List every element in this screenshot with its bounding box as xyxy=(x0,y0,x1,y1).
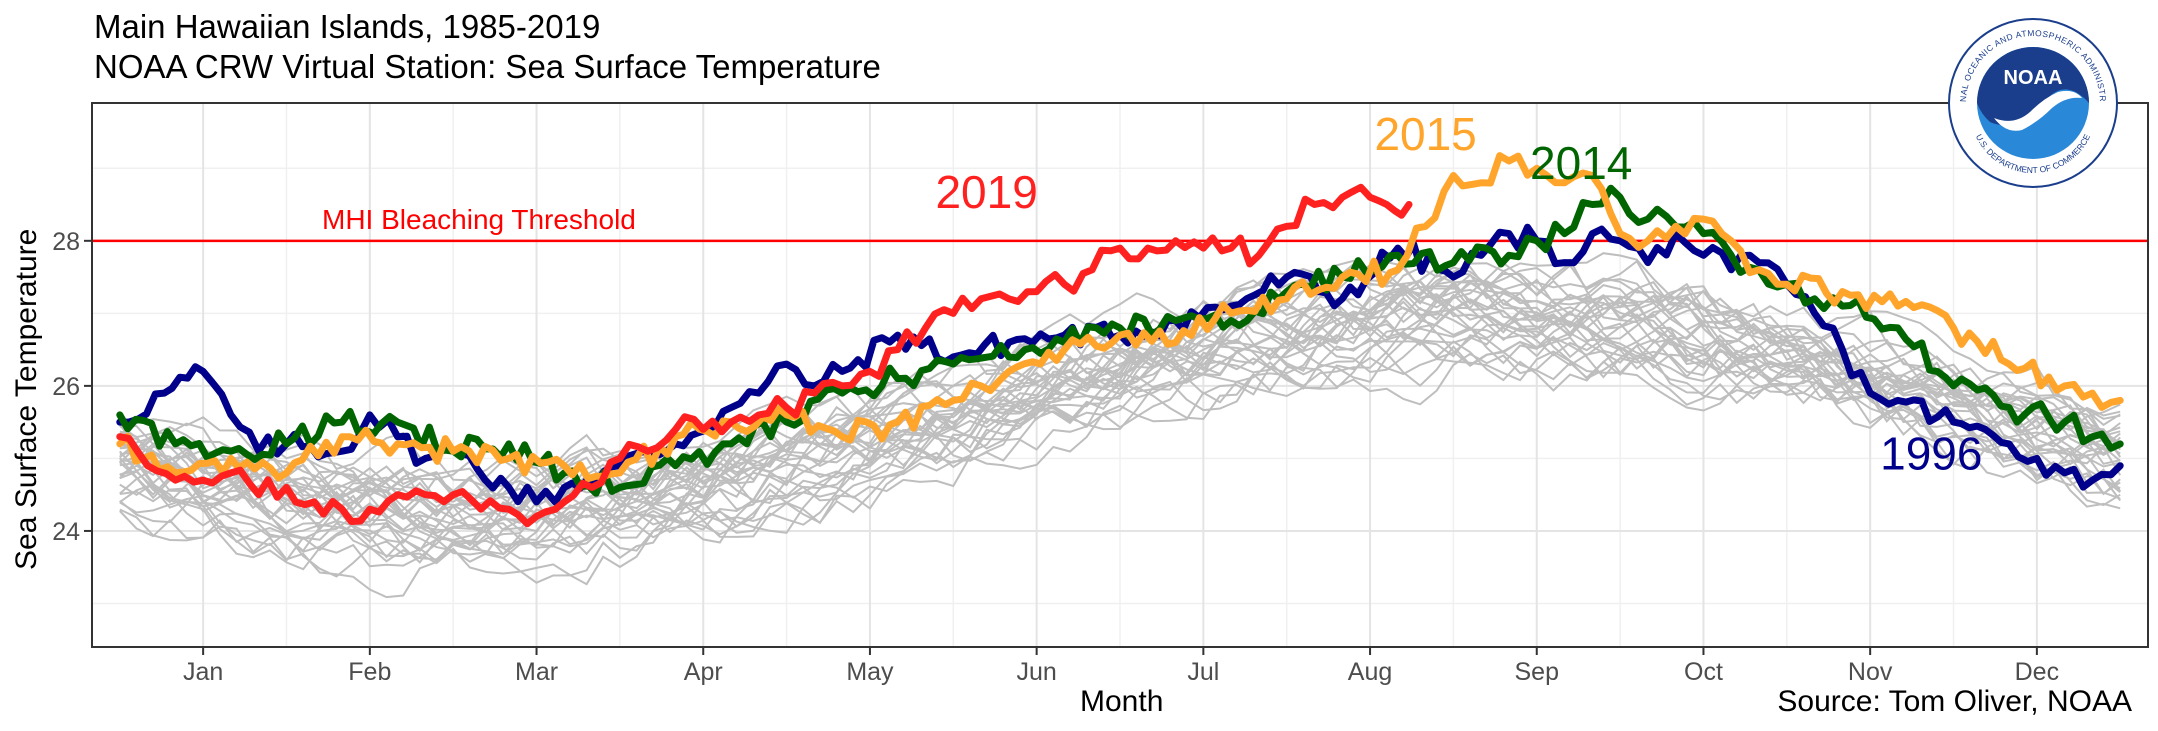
chart-title: Main Hawaiian Islands, 1985-2019 xyxy=(94,8,601,45)
noaa-logo: NATIONAL OCEANIC AND ATMOSPHERIC ADMINIS… xyxy=(1948,18,2118,188)
threshold-label: MHI Bleaching Threshold xyxy=(322,204,636,235)
svg-text:NOAA: NOAA xyxy=(2004,67,2063,89)
x-axis-label: Month xyxy=(1080,685,1164,718)
series-label-2019: 2019 xyxy=(935,166,1037,218)
x-tick-label: Aug xyxy=(1348,658,1392,686)
x-tick-label: Nov xyxy=(1848,658,1893,686)
background-year-line xyxy=(119,312,2122,584)
series-label-2015: 2015 xyxy=(1374,108,1476,160)
background-year-line xyxy=(119,336,2121,571)
x-tick-label: Apr xyxy=(684,658,723,686)
background-year-line xyxy=(119,349,2121,563)
x-tick-label: Jul xyxy=(1187,658,1219,686)
x-tick-label: Sep xyxy=(1515,658,1559,686)
x-tick-label: May xyxy=(846,658,894,686)
y-axis-label: Sea Surface Temperature xyxy=(10,228,43,570)
x-tick-label: Mar xyxy=(515,658,558,686)
y-tick-label: 28 xyxy=(52,228,80,256)
background-year-line xyxy=(119,284,2121,556)
background-year-line xyxy=(119,280,2121,532)
background-year-line xyxy=(119,261,2121,534)
source-credit: Source: Tom Oliver, NOAA xyxy=(1777,685,2132,718)
x-tick-label: Feb xyxy=(348,658,391,686)
x-tick-label: Dec xyxy=(2015,658,2059,686)
y-tick-label: 26 xyxy=(52,373,80,401)
background-year-line xyxy=(119,295,2121,513)
series-line-2019 xyxy=(116,183,1413,528)
series-label-1996: 1996 xyxy=(1880,427,1982,479)
y-tick-label: 24 xyxy=(52,518,80,546)
x-tick-label: Oct xyxy=(1684,658,1723,686)
plot-border xyxy=(91,102,2149,648)
x-tick-label: Jan xyxy=(183,658,223,686)
x-tick-label: Jun xyxy=(1016,658,1056,686)
series-label-2014: 2014 xyxy=(1530,137,1632,189)
series-line-2015 xyxy=(116,152,2124,483)
background-year-line xyxy=(119,318,2121,540)
chart-subtitle: NOAA CRW Virtual Station: Sea Surface Te… xyxy=(94,48,881,85)
